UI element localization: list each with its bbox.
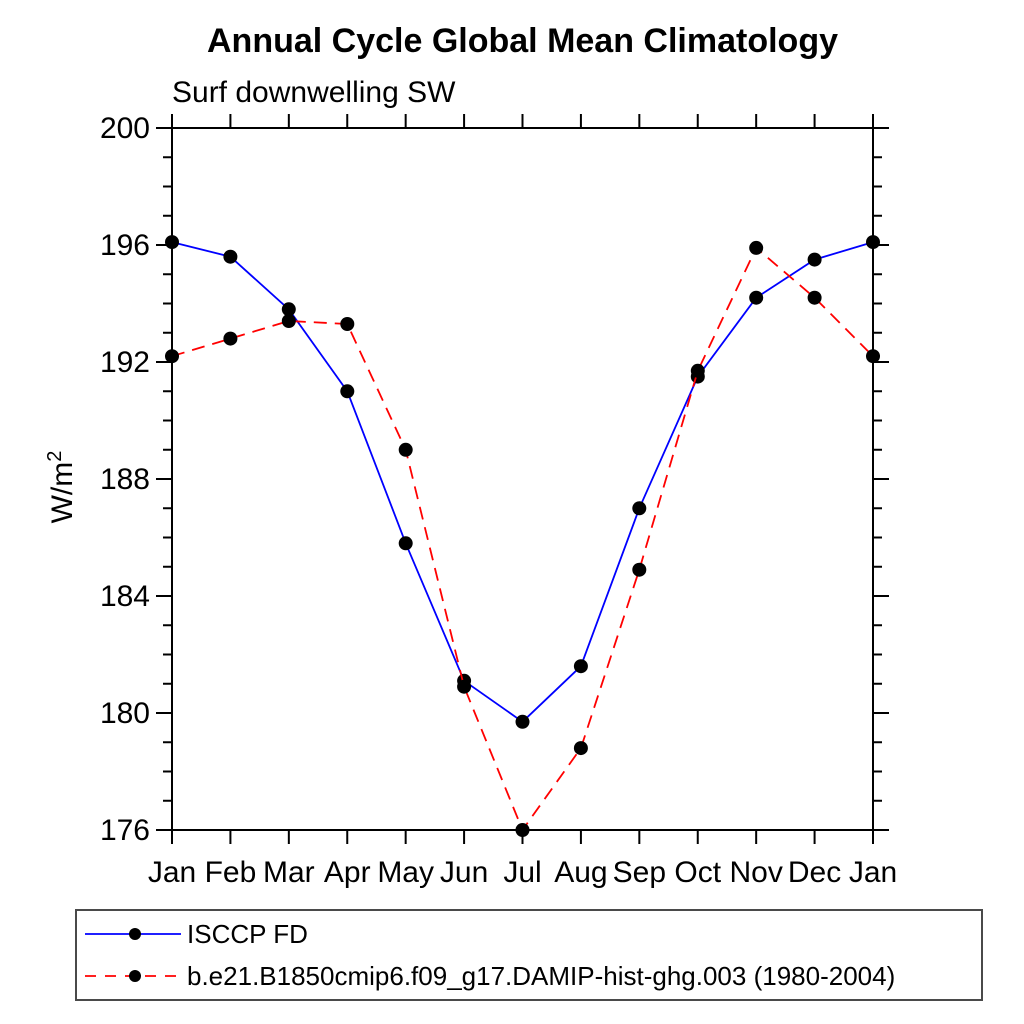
data-point — [515, 714, 530, 729]
y-tick-label: 200 — [100, 112, 150, 145]
legend-sample-dashed-line — [85, 970, 181, 982]
data-point — [866, 349, 880, 364]
y-tick-label: 196 — [100, 229, 150, 262]
y-tick-label: 184 — [100, 580, 150, 613]
legend-marker-dot — [129, 928, 141, 940]
chart-title: Annual Cycle Global Mean Climatology — [207, 22, 838, 60]
x-tick-label: Jun — [440, 856, 488, 889]
data-point — [281, 302, 296, 317]
legend-box: ISCCP FD b.e21.B1850cmip6.f09_g17.DAMIP-… — [75, 909, 983, 1001]
x-tick-label: Dec — [788, 856, 841, 889]
x-tick-label: Jan — [849, 856, 897, 889]
legend-sample-solid-line — [85, 928, 181, 940]
x-tick-label: Jan — [148, 856, 196, 889]
x-tick-label: May — [377, 856, 434, 889]
y-tick-label: 180 — [100, 697, 150, 730]
data-point — [165, 235, 179, 250]
legend-item-isccp: ISCCP FD — [77, 913, 981, 955]
data-point — [340, 317, 355, 331]
x-tick-label: Apr — [324, 856, 371, 889]
x-tick-label: Mar — [263, 856, 315, 889]
data-point — [223, 331, 238, 346]
x-tick-label: Oct — [674, 856, 721, 889]
x-tick-label: Jul — [503, 856, 541, 889]
data-point — [515, 823, 530, 837]
data-point — [457, 679, 472, 694]
data-point — [398, 442, 413, 457]
series-markers-1 — [165, 240, 880, 837]
series-line-1 — [171, 246, 874, 832]
x-tick-label: Nov — [729, 856, 782, 889]
y-axis-ticks: 176 180 184 188 192 196 200 — [100, 112, 889, 847]
data-point — [165, 349, 179, 364]
data-point — [223, 249, 238, 264]
legend-item-model: b.e21.B1850cmip6.f09_g17.DAMIP-hist-ghg.… — [77, 955, 981, 997]
data-point — [632, 562, 647, 577]
x-tick-label: Sep — [613, 856, 666, 889]
chart-subtitle: Surf downwelling SW — [172, 76, 456, 109]
data-point — [807, 252, 822, 267]
series-markers-0 — [165, 235, 880, 729]
data-point — [573, 741, 588, 756]
y-tick-label: 176 — [100, 814, 150, 847]
x-tick-label: Aug — [554, 856, 607, 889]
y-tick-label: 188 — [100, 463, 150, 496]
x-axis-ticks: Jan Feb Mar Apr May Jun Jul Aug Sep Oct Nov Dec Jan — [148, 114, 897, 889]
data-point — [749, 290, 764, 305]
data-point — [398, 536, 413, 551]
legend-marker-dot — [129, 970, 141, 982]
data-point — [632, 501, 647, 516]
x-tick-label: Feb — [205, 856, 257, 889]
data-point — [340, 384, 355, 399]
data-point — [749, 240, 764, 255]
legend-label-model: b.e21.B1850cmip6.f09_g17.DAMIP-hist-ghg.… — [187, 960, 896, 991]
data-point — [866, 235, 880, 250]
series-line-0 — [171, 241, 874, 723]
data-point — [807, 290, 822, 305]
y-tick-label: 192 — [100, 346, 150, 379]
legend-label-isccp: ISCCP FD — [187, 918, 308, 949]
data-point — [573, 659, 588, 674]
data-point — [690, 363, 705, 378]
data-point — [281, 314, 296, 328]
